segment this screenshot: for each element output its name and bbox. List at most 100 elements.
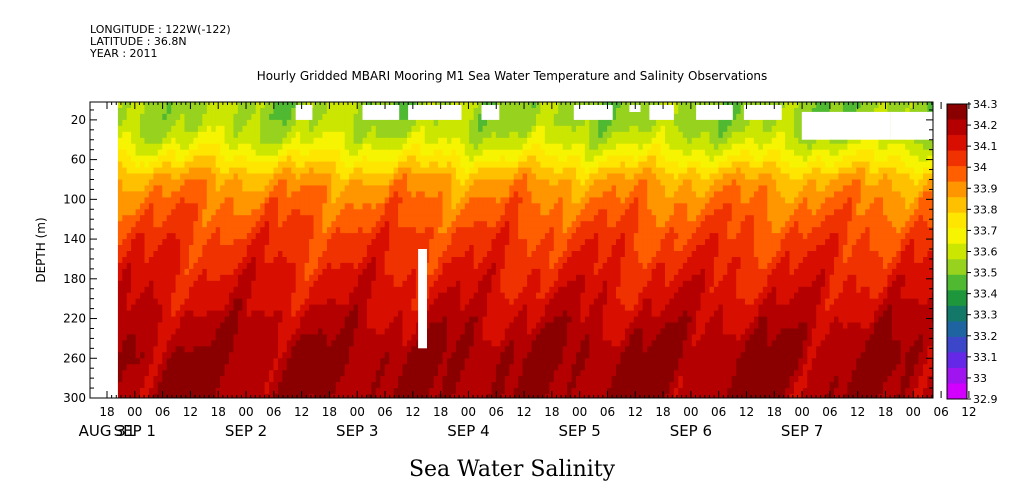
heatmap-cell xyxy=(553,286,559,294)
heatmap-cell xyxy=(442,179,448,187)
heatmap-cell xyxy=(500,257,506,264)
heatmap-cell xyxy=(180,203,186,210)
heatmap-cell xyxy=(362,191,368,198)
heatmap-cell xyxy=(282,310,288,318)
heatmap-cell xyxy=(429,292,435,300)
heatmap-cell xyxy=(353,185,359,192)
heatmap-cell xyxy=(478,119,484,127)
heatmap-cell xyxy=(349,161,355,169)
heatmap-cell xyxy=(473,191,479,198)
heatmap-cell xyxy=(527,322,533,330)
heatmap-cell xyxy=(407,292,412,300)
heatmap-cell xyxy=(220,328,226,336)
heatmap-cell xyxy=(540,316,546,324)
heatmap-cell xyxy=(153,316,159,324)
heatmap-cell xyxy=(398,245,404,252)
heatmap-cell xyxy=(331,143,337,151)
heatmap-cell xyxy=(255,155,261,163)
heatmap-cell xyxy=(398,280,404,288)
heatmap-cell xyxy=(140,125,145,133)
heatmap-cell xyxy=(237,149,243,157)
heatmap-cell xyxy=(255,316,261,324)
heatmap-cell xyxy=(371,191,377,198)
heatmap-cell xyxy=(171,108,177,115)
heatmap-cell xyxy=(460,125,466,133)
heatmap-cell xyxy=(264,394,270,398)
heatmap-cell xyxy=(157,215,163,222)
heatmap-cell xyxy=(429,286,435,294)
heatmap-cell xyxy=(326,119,332,127)
heatmap-cell xyxy=(366,364,372,371)
heatmap-cell xyxy=(433,191,439,198)
heatmap-cell xyxy=(544,131,550,139)
heatmap-cell xyxy=(224,388,230,395)
heatmap-cell xyxy=(340,173,346,181)
heatmap-cell xyxy=(344,286,350,294)
heatmap-cell xyxy=(536,227,541,234)
heatmap-cell xyxy=(331,197,337,204)
heatmap-cell xyxy=(491,358,497,365)
heatmap-cell xyxy=(171,251,177,258)
heatmap-cell xyxy=(224,268,230,276)
heatmap-cell xyxy=(509,280,515,288)
heatmap-cell xyxy=(509,179,515,187)
heatmap-cell xyxy=(291,251,297,258)
heatmap-cell xyxy=(202,125,208,133)
heatmap-cell xyxy=(518,149,524,157)
heatmap-cell xyxy=(197,137,203,145)
heatmap-cell xyxy=(438,149,444,157)
heatmap-cell xyxy=(344,257,350,264)
heatmap-cell xyxy=(509,316,515,324)
heatmap-cell xyxy=(464,102,470,109)
heatmap-cell xyxy=(349,191,355,198)
heatmap-cell xyxy=(184,394,190,398)
heatmap-cell xyxy=(335,185,341,192)
heatmap-cell xyxy=(269,233,275,240)
heatmap-cell xyxy=(558,358,564,365)
heatmap-cell xyxy=(122,358,128,365)
heatmap-cell xyxy=(224,149,230,157)
heatmap-cell xyxy=(171,334,177,341)
heatmap-cell xyxy=(246,251,252,258)
heatmap-cell xyxy=(269,179,275,187)
heatmap-cell xyxy=(393,215,399,222)
heatmap-cell xyxy=(411,119,417,127)
heatmap-cell xyxy=(140,304,145,312)
heatmap-cell xyxy=(424,221,430,228)
heatmap-cell xyxy=(460,173,466,181)
heatmap-cell xyxy=(509,352,515,359)
heatmap-cell xyxy=(442,340,448,347)
heatmap-cell xyxy=(362,119,368,127)
heatmap-cell xyxy=(464,304,470,312)
heatmap-cell xyxy=(411,251,417,258)
heatmap-cell xyxy=(500,358,506,365)
heatmap-cell xyxy=(193,179,199,187)
heatmap-cell xyxy=(331,322,337,330)
heatmap-cell xyxy=(411,358,417,365)
heatmap-cell xyxy=(398,227,404,234)
heatmap-cell xyxy=(393,340,399,347)
heatmap-cell xyxy=(469,316,475,324)
heatmap-cell xyxy=(220,108,226,115)
heatmap-cell xyxy=(518,185,524,192)
heatmap-cell xyxy=(442,125,448,133)
heatmap-cell xyxy=(407,274,412,282)
heatmap-cell xyxy=(398,102,404,109)
heatmap-cell xyxy=(335,209,341,216)
heatmap-cell xyxy=(322,203,328,210)
heatmap-cell xyxy=(193,340,199,347)
heatmap-cell xyxy=(438,131,444,139)
heatmap-cell xyxy=(411,322,417,330)
heatmap-cell xyxy=(495,155,501,163)
heatmap-cell xyxy=(309,203,315,210)
heatmap-cell xyxy=(442,257,448,264)
heatmap-cell xyxy=(402,108,408,115)
heatmap-cell xyxy=(157,310,163,318)
heatmap-cell xyxy=(180,167,186,175)
heatmap-cell xyxy=(278,251,283,258)
heatmap-cell xyxy=(344,262,350,270)
heatmap-cell xyxy=(433,257,439,264)
heatmap-cell xyxy=(211,143,217,151)
heatmap-cell xyxy=(358,268,363,276)
heatmap-cell xyxy=(153,322,159,330)
